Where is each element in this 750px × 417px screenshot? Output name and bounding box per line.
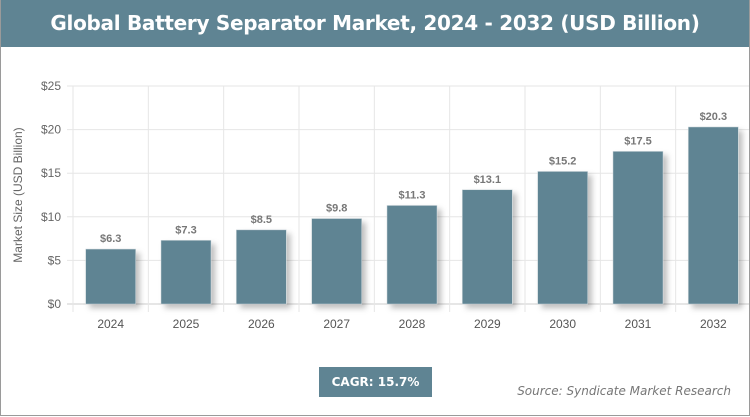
y-tick-label: $0 [48, 297, 62, 311]
bar [85, 248, 136, 305]
y-tick-label: $15 [41, 166, 61, 180]
data-label: $17.5 [624, 135, 652, 147]
bar [462, 189, 513, 305]
x-tick-label: 2028 [399, 317, 426, 331]
x-tick-label: 2025 [173, 317, 200, 331]
bar [160, 240, 212, 305]
bar [612, 151, 664, 305]
cagr-badge: CAGR: 15.7% [319, 367, 432, 397]
data-label: $9.8 [326, 203, 347, 215]
x-tick-label: 2031 [625, 317, 652, 331]
data-label: $15.2 [549, 155, 577, 167]
bar [537, 171, 588, 305]
bar-chart: $0 $5 $10 $15 $20 $25 $6.3 2024 $7.3 2025 $8.5 2026… [11, 79, 749, 331]
x-tick-label: 2032 [700, 317, 727, 331]
y-tick-label: $25 [41, 79, 61, 93]
data-label: $7.3 [175, 224, 196, 236]
bar [311, 218, 362, 305]
source-note: Source: Syndicate Market Research [517, 384, 731, 398]
chart-title: Global Battery Separator Market, 2024 - … [1, 0, 749, 47]
x-tick-label: 2027 [323, 317, 350, 331]
bar [236, 229, 287, 305]
data-label: $6.3 [100, 233, 121, 245]
data-label: $20.3 [700, 111, 728, 123]
data-label: $8.5 [251, 214, 272, 226]
bar [688, 126, 739, 305]
y-tick-label: $5 [48, 253, 62, 267]
data-label: $11.3 [399, 189, 426, 201]
y-axis-label: Market Size (USD Billion) [11, 127, 25, 262]
x-tick-label: 2026 [248, 317, 275, 331]
bar [386, 205, 438, 305]
y-tick-label: $20 [41, 123, 61, 137]
data-label: $13.1 [474, 174, 502, 186]
x-tick-label: 2024 [97, 317, 124, 331]
x-tick-label: 2030 [549, 317, 576, 331]
y-tick-label: $10 [41, 210, 61, 224]
x-tick-label: 2029 [474, 317, 501, 331]
